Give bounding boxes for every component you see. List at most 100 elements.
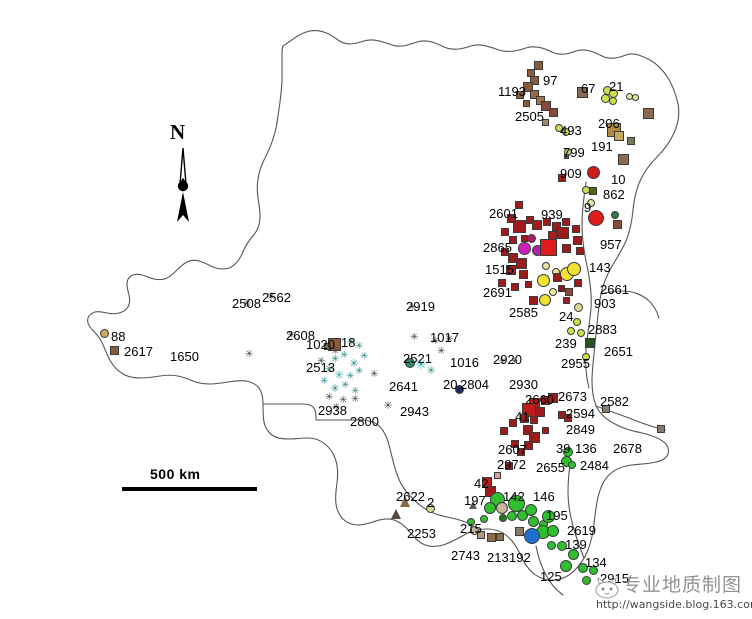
sample-label: 2594 bbox=[566, 406, 595, 421]
sample-label: 143 bbox=[589, 260, 611, 275]
marker-circle bbox=[586, 165, 600, 179]
marker-circle bbox=[525, 504, 537, 516]
sample-label: 2521 bbox=[403, 351, 432, 366]
marker-circle bbox=[99, 328, 109, 338]
marker-square bbox=[523, 82, 533, 92]
scale-bar-line bbox=[122, 487, 257, 491]
watermark-url: http://wangside.blog.163.com/ bbox=[596, 598, 752, 611]
marker-square bbox=[528, 295, 538, 305]
sample-label: 903 bbox=[594, 296, 616, 311]
marker-star: ✳ bbox=[370, 369, 379, 380]
marker-square bbox=[565, 288, 573, 296]
marker-star: ✳ bbox=[498, 356, 507, 367]
marker-square bbox=[519, 413, 529, 423]
marker-square bbox=[562, 296, 570, 304]
marker-circle bbox=[539, 294, 551, 306]
marker-square bbox=[523, 425, 533, 435]
marker-square bbox=[511, 440, 519, 448]
marker-square bbox=[557, 227, 569, 239]
sample-label: 2655 bbox=[536, 460, 565, 475]
marker-circle bbox=[573, 302, 583, 312]
marker-square bbox=[562, 218, 570, 226]
marker-square bbox=[541, 101, 551, 111]
sample-label: 2919 bbox=[406, 299, 435, 314]
sample-label: 1016 bbox=[450, 355, 479, 370]
marker-star: ✳ bbox=[325, 364, 334, 375]
sample-label: 192 bbox=[509, 550, 531, 565]
marker-star: ✳ bbox=[339, 395, 348, 406]
marker-circle bbox=[581, 575, 591, 585]
sample-label: 2743 bbox=[451, 548, 480, 563]
marker-circle bbox=[546, 540, 556, 550]
marker-circle bbox=[542, 262, 550, 270]
marker-circle bbox=[547, 525, 559, 537]
sample-label: 195 bbox=[546, 508, 568, 523]
inner-admin-line-b bbox=[315, 419, 413, 499]
marker-circle bbox=[541, 509, 555, 523]
marker-square bbox=[572, 225, 580, 233]
marker-square bbox=[515, 257, 527, 269]
marker-star: ✳ bbox=[437, 346, 446, 357]
marker-square bbox=[524, 280, 532, 288]
marker-star: ✳ bbox=[340, 350, 349, 361]
marker-square bbox=[563, 153, 569, 159]
marker-square bbox=[614, 131, 624, 141]
marker-square bbox=[501, 248, 509, 256]
marker-circle bbox=[588, 565, 598, 575]
sample-label: 1020 bbox=[306, 337, 335, 352]
marker-square bbox=[561, 243, 571, 253]
marker-circle bbox=[526, 233, 536, 243]
marker-square bbox=[493, 471, 501, 479]
marker-star: ✳ bbox=[355, 366, 364, 377]
marker-star: ✳ bbox=[408, 302, 417, 313]
sample-label: 799 bbox=[563, 145, 585, 160]
marker-square bbox=[500, 427, 508, 435]
marker-square bbox=[506, 213, 516, 223]
marker-square bbox=[529, 89, 539, 99]
marker-square bbox=[522, 99, 530, 107]
marker-square bbox=[517, 448, 525, 456]
marker-circle bbox=[577, 329, 585, 337]
marker-square bbox=[477, 531, 485, 539]
sample-label: 909 bbox=[560, 166, 582, 181]
marker-square bbox=[528, 431, 540, 443]
sample-label: 239 bbox=[555, 336, 577, 351]
sample-label: 2622 bbox=[396, 489, 425, 504]
marker-square bbox=[539, 238, 557, 256]
sample-label: 2 bbox=[427, 495, 435, 510]
marker-square bbox=[501, 228, 509, 236]
north-arrow-label: N bbox=[170, 120, 186, 144]
sample-label: 2651 bbox=[604, 344, 633, 359]
marker-star: ✳ bbox=[431, 336, 440, 347]
north-arrow-glyph bbox=[177, 147, 189, 222]
sample-label: 2607 bbox=[498, 442, 527, 457]
marker-square bbox=[535, 95, 545, 105]
sample-label: 215 bbox=[460, 521, 482, 536]
marker-square bbox=[532, 220, 542, 230]
sample-label: 146 bbox=[533, 489, 555, 504]
marker-circle bbox=[496, 502, 508, 514]
marker-star: ✳ bbox=[331, 346, 340, 357]
marker-circle bbox=[557, 541, 567, 551]
marker-circle bbox=[499, 514, 507, 522]
marker-circle bbox=[467, 518, 475, 526]
marker-circle bbox=[517, 241, 531, 255]
marker-star: ✳ bbox=[355, 341, 364, 352]
marker-star: ✳ bbox=[360, 351, 369, 362]
marker-circle bbox=[611, 211, 619, 219]
marker-square bbox=[486, 532, 496, 542]
marker-circle bbox=[609, 97, 617, 105]
sample-label: 862 bbox=[603, 187, 625, 202]
sample-label: 191 bbox=[591, 139, 613, 154]
inner-admin-line-a bbox=[262, 403, 317, 421]
marker-square bbox=[572, 235, 582, 245]
marker-square bbox=[557, 284, 565, 292]
marker-square bbox=[515, 201, 523, 209]
marker-circle bbox=[573, 318, 581, 326]
sample-label: 1193 bbox=[498, 84, 526, 99]
marker-square bbox=[574, 279, 582, 287]
marker-star: ✳ bbox=[445, 334, 454, 345]
sample-label: 139 bbox=[565, 537, 587, 552]
marker-circle bbox=[549, 288, 557, 296]
sample-label: 2582 bbox=[600, 394, 629, 409]
